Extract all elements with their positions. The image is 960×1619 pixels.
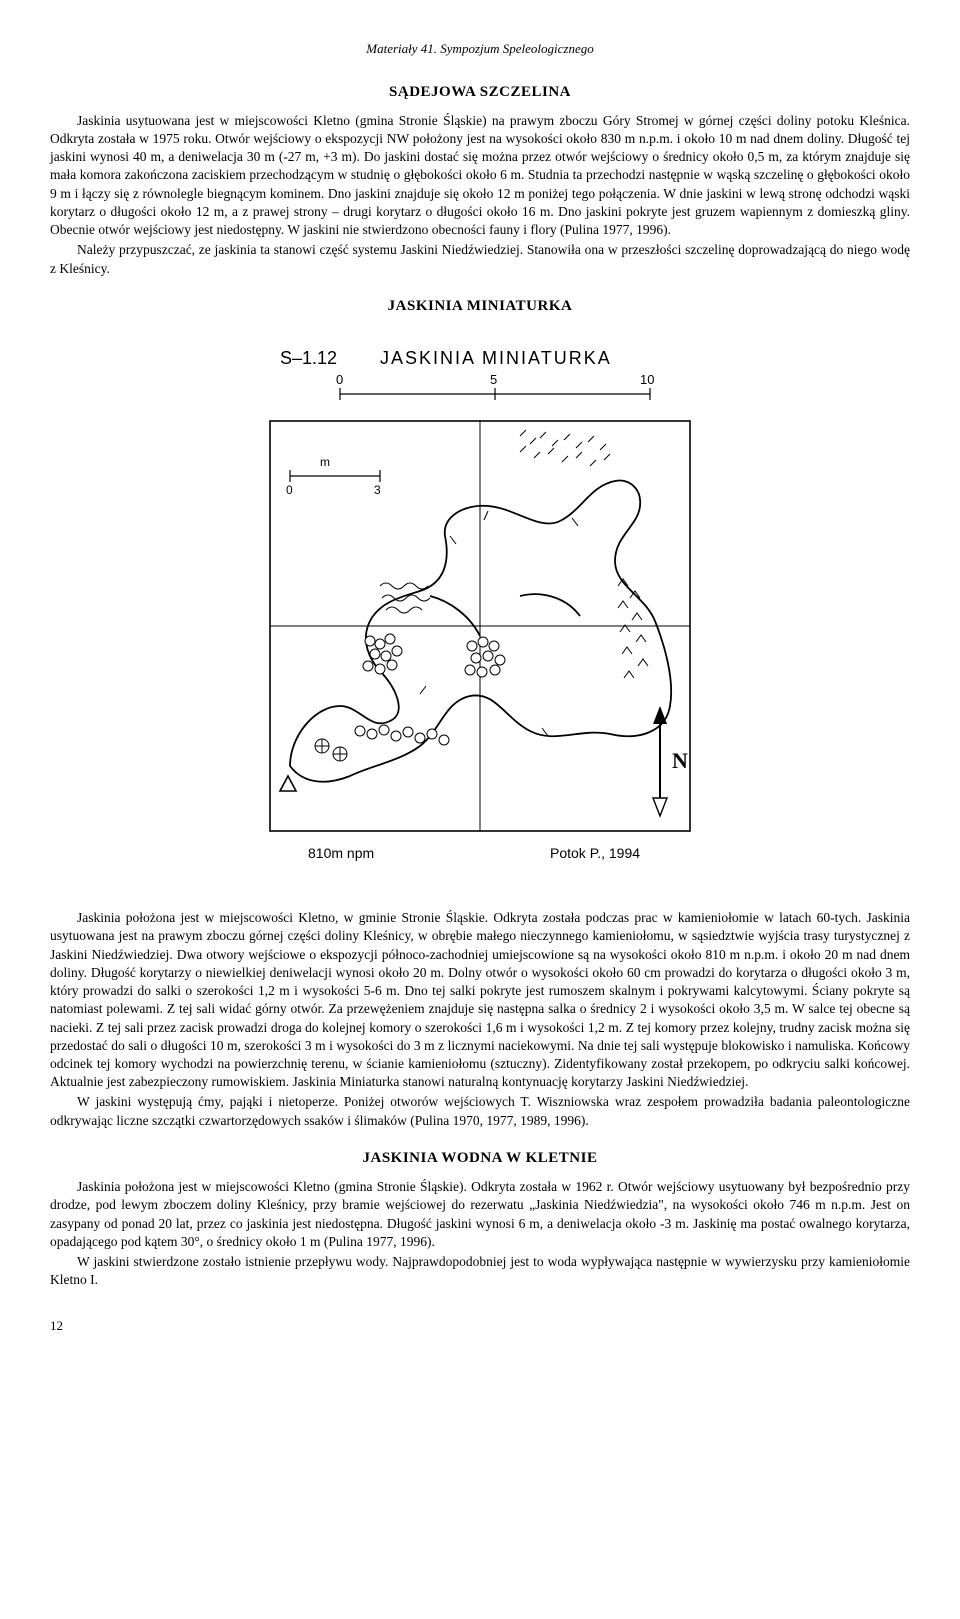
- fig-code: S–1.12: [280, 348, 337, 368]
- scale-10: 10: [640, 372, 654, 387]
- section1-para1: Jaskinia usytuowana jest w miejscowości …: [50, 112, 910, 240]
- section1-para2: Należy przypuszczać, ze jaskinia ta stan…: [50, 241, 910, 277]
- section2-para1: Jaskinia położona jest w miejscowości Kl…: [50, 909, 910, 1091]
- author-label: Potok P., 1994: [550, 845, 640, 861]
- north-label: N: [672, 748, 688, 773]
- inner-scale-m: m: [320, 455, 330, 469]
- section3-title: JASKINIA WODNA W KLETNIE: [50, 1148, 910, 1168]
- section3-para1: Jaskinia położona jest w miejscowości Kl…: [50, 1178, 910, 1251]
- figure-miniaturka: S–1.12 JASKINIA MINIATURKA 0 5 10 m 0 3: [50, 336, 910, 881]
- section2-title: JASKINIA MINIATURKA: [50, 296, 910, 316]
- cave-map-svg: S–1.12 JASKINIA MINIATURKA 0 5 10 m 0 3: [220, 336, 740, 876]
- inner-scale-0: 0: [286, 483, 293, 497]
- fig-title: JASKINIA MINIATURKA: [380, 348, 612, 368]
- elevation-label: 810m npm: [308, 845, 374, 861]
- scale-0: 0: [336, 372, 343, 387]
- section3-para2: W jaskini stwierdzone zostało istnienie …: [50, 1253, 910, 1289]
- inner-scale-3: 3: [374, 483, 381, 497]
- scale-5: 5: [490, 372, 497, 387]
- section1-title: SĄDEJOWA SZCZELINA: [50, 82, 910, 102]
- running-header: Materiały 41. Sympozjum Speleologicznego: [50, 40, 910, 58]
- page-number: 12: [50, 1317, 910, 1335]
- section2-para2: W jaskini występują ćmy, pająki i nietop…: [50, 1093, 910, 1129]
